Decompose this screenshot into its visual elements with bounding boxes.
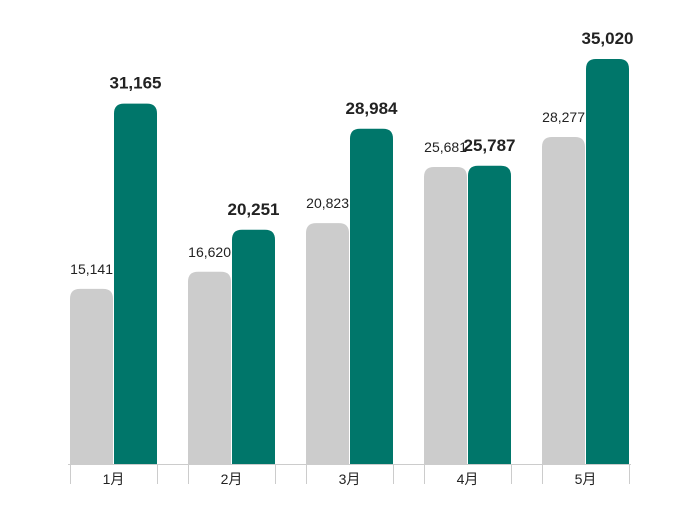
value-labels-layer: 15,141 31,165 16,620 20,251 20,823 28,984 25,6… bbox=[70, 29, 633, 277]
bar-series-1-1 bbox=[70, 288, 113, 464]
x-axis: 1月 2月 3月 4月 5月 bbox=[68, 464, 631, 487]
bar-series-1-5 bbox=[542, 136, 585, 465]
bar-series-2-3 bbox=[350, 128, 393, 465]
value-label-series-2-2: 20,251 bbox=[228, 200, 280, 219]
x-tick-label-4: 4月 bbox=[457, 471, 479, 487]
value-label-series-1-5: 28,277 bbox=[542, 109, 585, 125]
bar-series-2-4 bbox=[468, 165, 511, 464]
x-tick-label-1: 1月 bbox=[103, 471, 125, 487]
value-label-series-2-5: 35,020 bbox=[582, 29, 634, 48]
bar-series-1-3 bbox=[306, 223, 349, 464]
bars-layer bbox=[70, 59, 629, 465]
bar-series-2-2 bbox=[232, 229, 275, 464]
value-label-series-1-2: 16,620 bbox=[188, 244, 231, 260]
bar-series-2-5 bbox=[586, 59, 629, 464]
value-label-series-1-4: 25,681 bbox=[424, 139, 467, 155]
bar-series-1-2 bbox=[188, 271, 231, 464]
value-label-series-2-4: 25,787 bbox=[464, 136, 516, 155]
bar-series-2-1 bbox=[114, 103, 157, 464]
x-tick-label-2: 2月 bbox=[221, 471, 243, 487]
x-tick-label-3: 3月 bbox=[339, 471, 361, 487]
x-tick-label-5: 5月 bbox=[575, 471, 597, 487]
value-label-series-1-3: 20,823 bbox=[306, 195, 349, 211]
bar-series-1-4 bbox=[424, 167, 467, 465]
value-label-series-1-1: 15,141 bbox=[70, 261, 113, 277]
value-label-series-2-3: 28,984 bbox=[346, 99, 399, 118]
value-label-series-2-1: 31,165 bbox=[110, 74, 162, 93]
